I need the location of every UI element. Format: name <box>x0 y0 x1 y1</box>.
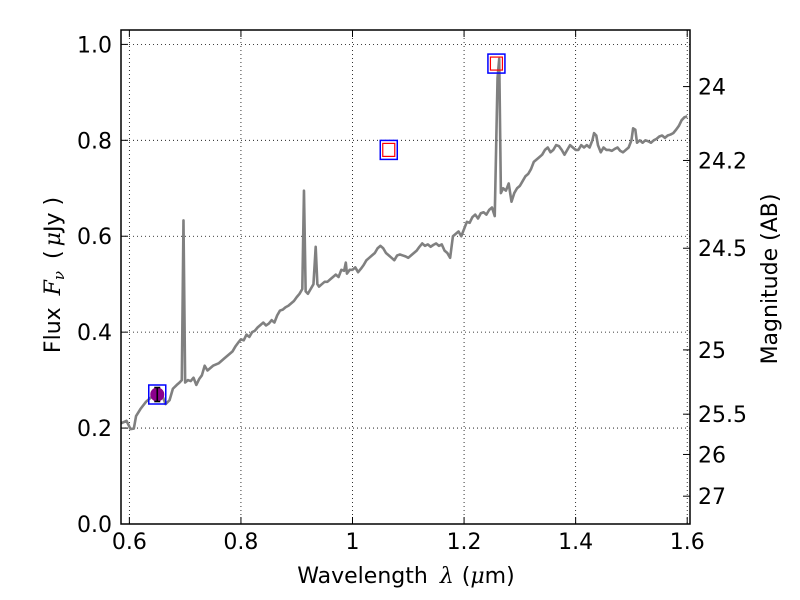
y-tick-label: 0.0 <box>77 513 112 538</box>
y-tick-label: 0.8 <box>77 129 112 154</box>
y-tick-label: 1.0 <box>77 33 112 58</box>
y-tick-label: 0.4 <box>77 321 112 346</box>
plot-frame <box>120 29 691 525</box>
x-tick-label: 0.8 <box>223 530 258 555</box>
x-tick-label: 1.4 <box>558 530 593 555</box>
photometry-outer-square <box>487 53 506 74</box>
right-tick-label: 24.5 <box>698 237 747 262</box>
right-tick-label: 25.5 <box>698 403 747 428</box>
photometry-outer-square <box>148 384 167 405</box>
x-axis-ticks: 0.6 0.8 1 1.2 1.4 1.6 <box>112 30 705 555</box>
right-tick-label: 27 <box>698 485 726 510</box>
photometry-marker <box>379 139 399 161</box>
y-tick-label: 0.6 <box>77 225 112 250</box>
spectrum-line <box>121 57 688 431</box>
photometry-outer-square <box>379 139 399 161</box>
right-tick-label: 26 <box>698 443 726 468</box>
photometry-marker <box>148 384 167 405</box>
x-axis-title: Wavelength λ (μm) <box>297 564 514 589</box>
grid-lines <box>121 30 690 524</box>
right-tick-label: 24 <box>698 76 726 101</box>
x-tick-label: 1 <box>346 530 360 555</box>
photometry-marker <box>487 53 506 74</box>
y-axis-ticks: 0.0 0.2 0.4 0.6 0.8 1.0 <box>77 33 128 538</box>
right-tick-label: 25 <box>698 339 726 364</box>
x-tick-label: 1.6 <box>670 530 705 555</box>
y-axis-title: FluxFν(μJy ) <box>41 197 68 353</box>
spectrum-series <box>121 57 688 431</box>
photometry-points <box>148 53 506 405</box>
right-axis-title: Magnitude (AB) <box>758 194 783 365</box>
photometry-inner-square <box>382 142 396 158</box>
right-axis-ticks: 24 24.2 24.5 25 25.5 26 27 <box>683 76 747 510</box>
photometry-inner-square <box>489 56 504 71</box>
x-tick-label: 0.6 <box>112 530 147 555</box>
x-tick-label: 1.2 <box>447 530 482 555</box>
right-tick-label: 24.2 <box>698 149 747 174</box>
y-tick-label: 0.2 <box>77 417 112 442</box>
